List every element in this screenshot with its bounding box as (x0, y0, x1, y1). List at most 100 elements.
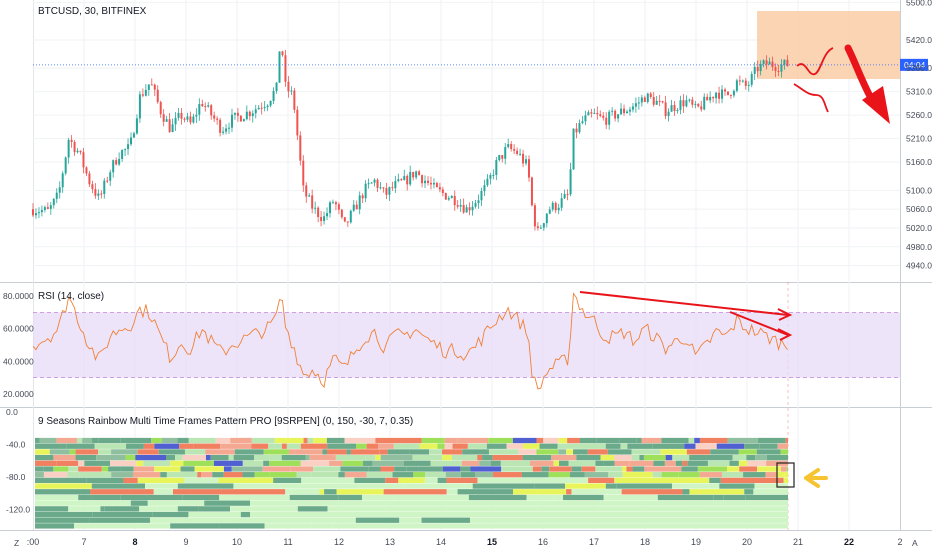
candle-body (144, 89, 147, 96)
heatmap-cell (543, 437, 559, 444)
heatmap-cell (75, 454, 97, 461)
heatmap-cell (43, 472, 68, 478)
heatmap-cell (477, 477, 531, 484)
heatmap-cell (532, 466, 542, 472)
x-tick-label: 17 (589, 537, 599, 547)
candle-body (682, 100, 685, 107)
heatmap-cell (354, 477, 386, 484)
candle-body (780, 64, 783, 72)
heatmap-cell (338, 472, 345, 478)
heatmap-cell (776, 472, 785, 478)
heatmap-cell (92, 437, 99, 444)
heatmap-cell (686, 449, 711, 455)
candle-body (415, 171, 418, 178)
heatmap-cell (197, 472, 202, 478)
candle-body (507, 143, 510, 148)
candle-body (504, 147, 507, 159)
heatmap-cell (549, 466, 572, 472)
candle-body (623, 108, 626, 114)
heatmap-cell (558, 449, 567, 455)
candle-body (688, 99, 691, 101)
heatmap-cell (695, 443, 717, 449)
candle-body (97, 193, 100, 196)
candle-body (236, 112, 239, 116)
heatmap-cell (177, 437, 189, 444)
price-tick-label: 4940.0 (906, 261, 932, 271)
candle-body (447, 198, 450, 200)
heatmap-cell (311, 472, 339, 478)
heatmap-cell (90, 489, 154, 495)
candle-body (46, 207, 49, 209)
heatmap-cell (444, 437, 458, 444)
heatmap-cell (574, 443, 606, 449)
heatmap-cell (490, 460, 501, 466)
candle-body (337, 204, 340, 210)
rsi-line (32, 292, 788, 390)
x-tick-label: 9 (183, 537, 188, 547)
heatmap-cell (324, 489, 337, 495)
heatmap-cell (437, 477, 447, 484)
candle-body (382, 187, 385, 189)
heatmap-cell (621, 489, 683, 495)
heatmap-cell (605, 483, 617, 489)
candle-body (637, 102, 640, 104)
heatmap-cell (296, 472, 312, 478)
candle-body (679, 100, 682, 110)
heatmap-cell (170, 523, 220, 529)
heatmap-cell (143, 460, 171, 466)
heatmap-cell (326, 437, 345, 444)
candle-body (103, 180, 106, 194)
candle-body (578, 123, 581, 133)
heatmap-cell (344, 437, 376, 444)
heatmap-cell (221, 489, 286, 495)
heatmap-cell (53, 466, 69, 472)
heatmap-cell (282, 443, 287, 449)
candle-body (468, 207, 471, 211)
heatmap-cell (539, 443, 558, 449)
heatmap-cell (35, 460, 57, 466)
x-tick-label: 14 (436, 537, 446, 547)
heatmap-cell (689, 489, 745, 495)
heatmap-cell (383, 489, 447, 495)
heatmap-cell (571, 489, 622, 495)
auto-scale-corner-icon[interactable]: A (912, 538, 918, 548)
heatmap-cell (716, 443, 745, 449)
x-tick-label: 8 (132, 537, 137, 547)
heatmap-cell (312, 437, 327, 444)
heatmap-cell (506, 460, 531, 466)
heatmap-cell (644, 466, 672, 472)
candle-body (109, 172, 112, 181)
candle-body (768, 61, 771, 65)
heatmap-cell (418, 466, 443, 472)
heatmap-cell (205, 454, 211, 461)
heatmap-cell (678, 472, 700, 478)
heatmap-cell (639, 454, 644, 461)
candle-body (614, 110, 617, 119)
rsi-trend-arrow-1 (777, 308, 793, 321)
candle-body (302, 160, 305, 186)
candle-body (367, 183, 370, 185)
heatmap-cell (356, 443, 367, 449)
candle-body (721, 89, 724, 99)
heatmap-cell (193, 443, 221, 449)
heatmap-cell (565, 483, 606, 489)
zoom-corner-icon[interactable]: Z (14, 538, 19, 548)
heatmap-cell (35, 454, 54, 461)
heatmap-cell (393, 494, 439, 501)
candle-body (685, 100, 688, 107)
candle-body (631, 106, 634, 110)
candle-body (409, 171, 412, 185)
heatmap-cell (68, 466, 79, 472)
heatmap-cell (573, 449, 588, 455)
heatmap-cell (746, 454, 756, 461)
candle-body (361, 195, 364, 199)
heatmap-cell (614, 454, 632, 461)
heatmap-cell (682, 460, 688, 466)
heatmap-cell (688, 437, 695, 444)
heatmap-cell (566, 449, 574, 455)
heatmap-cell (530, 460, 554, 466)
heatmap-cell (152, 511, 189, 518)
heatmap-cell (571, 466, 582, 472)
heatmap-cell (536, 449, 559, 455)
